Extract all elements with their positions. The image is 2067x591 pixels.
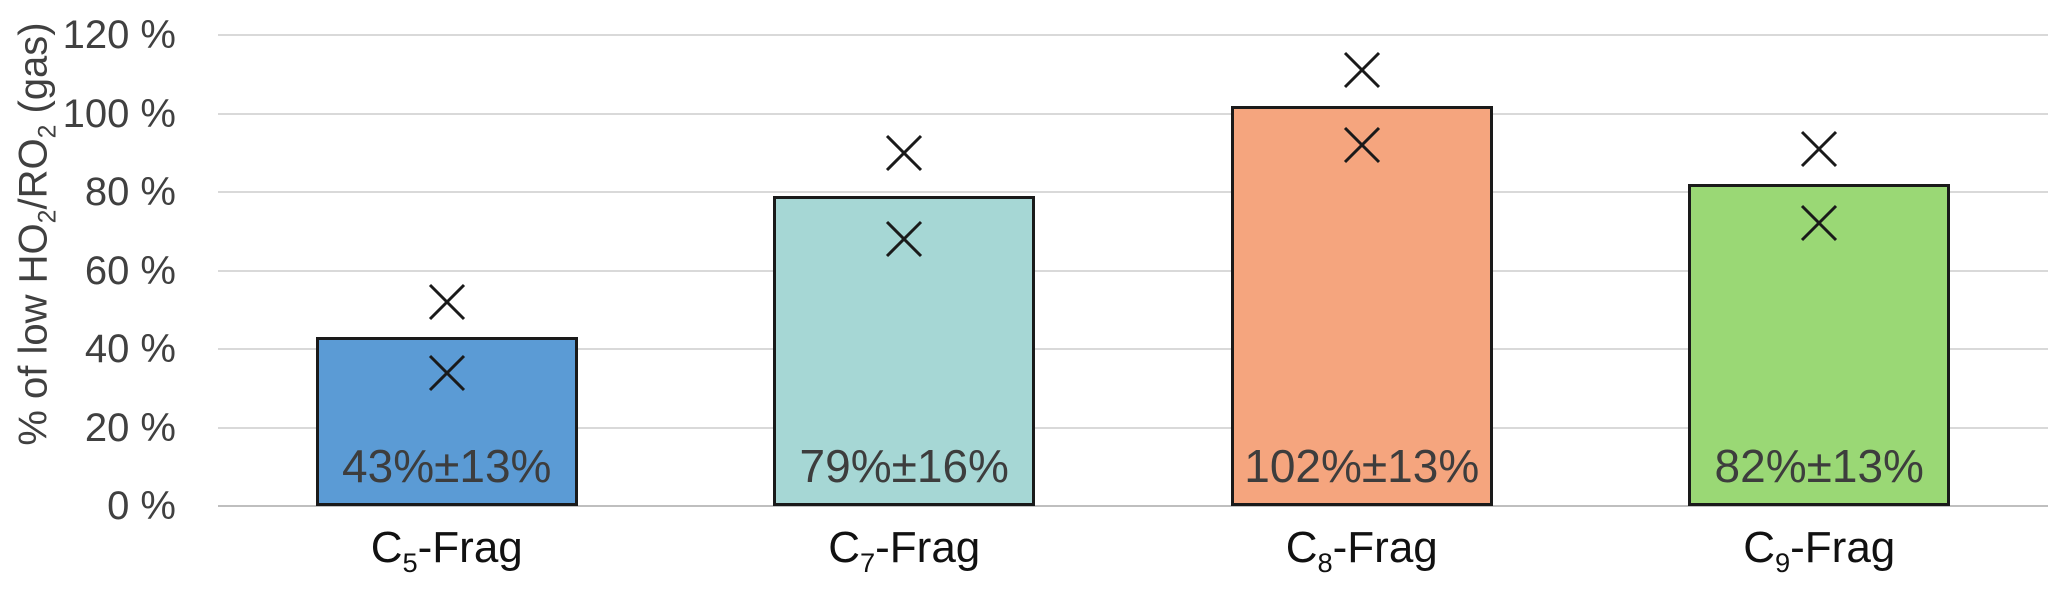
label-text: -Frag xyxy=(875,523,981,572)
subscript-text: 8 xyxy=(1317,546,1333,578)
gridline xyxy=(218,269,2048,272)
gridline xyxy=(218,112,2048,115)
y-axis-title: % of low HO2/RO2 (gas) xyxy=(12,22,62,445)
x-marker-icon xyxy=(425,280,469,324)
y-tick-label: 40 % xyxy=(84,327,176,371)
x-marker-icon xyxy=(425,351,469,395)
label-text: -Frag xyxy=(1332,523,1438,572)
x-category-label: C8-Frag xyxy=(1162,518,1562,578)
bar-value-label: 102%±13% xyxy=(1244,439,1480,492)
x-marker-icon xyxy=(1340,123,1384,167)
gridline xyxy=(218,426,2048,429)
y-tick-label: 20 % xyxy=(84,405,176,450)
x-marker-icon xyxy=(882,131,926,175)
x-category-label: C5-Frag xyxy=(247,518,647,578)
bar-value-label: 79%±16% xyxy=(799,439,1009,492)
y-tick-label: 100 % xyxy=(62,91,176,136)
subscript-text: 9 xyxy=(1774,546,1791,578)
x-marker-icon xyxy=(1797,201,1841,245)
y-tick-label: 0 % xyxy=(107,484,176,528)
bar: 79%±16% xyxy=(773,195,1036,506)
x-marker-icon xyxy=(1797,127,1841,171)
y-tick-label: 60 % xyxy=(84,248,176,293)
label-text: -Frag xyxy=(1790,523,1896,572)
x-category-label: C9-Frag xyxy=(1619,518,2019,578)
subscript-text: 7 xyxy=(859,546,876,578)
label-text: C xyxy=(1285,523,1318,572)
bar-value-label: 82%±13% xyxy=(1714,439,1924,492)
label-text: C xyxy=(370,523,403,572)
subscript-text: 5 xyxy=(402,546,418,578)
gridline xyxy=(218,191,2048,193)
x-marker-icon xyxy=(1340,48,1384,92)
gridline xyxy=(218,348,2048,350)
gridline xyxy=(218,34,2048,36)
y-tick-label: 80 % xyxy=(84,170,176,214)
label-text: C xyxy=(1743,523,1775,572)
bar: 102%±13% xyxy=(1230,105,1493,506)
bar: 82%±13% xyxy=(1688,184,1951,506)
x-marker-icon xyxy=(882,217,926,261)
x-category-label: C7-Frag xyxy=(704,518,1104,578)
bar: 43%±13% xyxy=(315,337,578,506)
x-axis-line xyxy=(218,505,2048,507)
label-text: -Frag xyxy=(417,523,523,572)
y-tick-label: 120 % xyxy=(62,13,176,57)
label-text: C xyxy=(828,523,860,572)
bar-value-label: 43%±13% xyxy=(342,439,552,492)
